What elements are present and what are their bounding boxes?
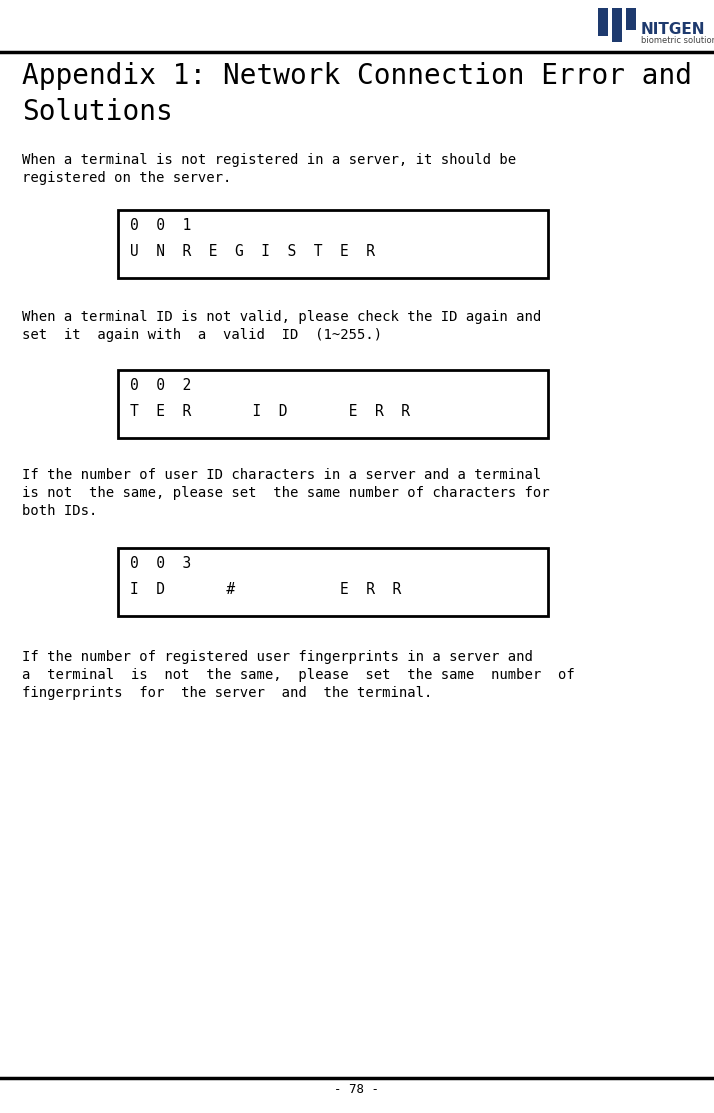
Text: When a terminal ID is not valid, please check the ID again and: When a terminal ID is not valid, please … <box>22 311 541 324</box>
Text: T  E  R       I  D       E  R  R: T E R I D E R R <box>130 404 410 418</box>
Text: set  it  again with  a  valid  ID  (1~255.): set it again with a valid ID (1~255.) <box>22 328 382 342</box>
Text: Appendix 1: Network Connection Error and: Appendix 1: Network Connection Error and <box>22 62 692 90</box>
Text: Solutions: Solutions <box>22 98 173 126</box>
Text: 0  0  2: 0 0 2 <box>130 378 191 393</box>
Text: biometric solutions: biometric solutions <box>641 36 714 45</box>
Text: NITGEN: NITGEN <box>641 22 705 37</box>
Text: If the number of registered user fingerprints in a server and: If the number of registered user fingerp… <box>22 650 533 664</box>
Bar <box>598 8 608 36</box>
Bar <box>118 370 548 439</box>
Text: U  N  R  E  G  I  S  T  E  R: U N R E G I S T E R <box>130 244 375 259</box>
Text: a  terminal  is  not  the same,  please  set  the same  number  of: a terminal is not the same, please set t… <box>22 668 575 682</box>
Text: 0  0  1: 0 0 1 <box>130 218 191 233</box>
Text: 0  0  3: 0 0 3 <box>130 556 191 571</box>
Text: both IDs.: both IDs. <box>22 504 97 518</box>
Text: When a terminal is not registered in a server, it should be: When a terminal is not registered in a s… <box>22 152 516 167</box>
Text: fingerprints  for  the server  and  the terminal.: fingerprints for the server and the term… <box>22 686 433 700</box>
Bar <box>612 8 622 42</box>
Bar <box>626 8 636 30</box>
Bar <box>118 210 548 278</box>
Text: If the number of user ID characters in a server and a terminal: If the number of user ID characters in a… <box>22 467 541 482</box>
Text: - 78 -: - 78 - <box>334 1083 380 1096</box>
Bar <box>118 548 548 615</box>
Text: I  D       #            E  R  R: I D # E R R <box>130 582 401 597</box>
Text: is not  the same, please set  the same number of characters for: is not the same, please set the same num… <box>22 486 550 500</box>
Text: registered on the server.: registered on the server. <box>22 171 231 185</box>
